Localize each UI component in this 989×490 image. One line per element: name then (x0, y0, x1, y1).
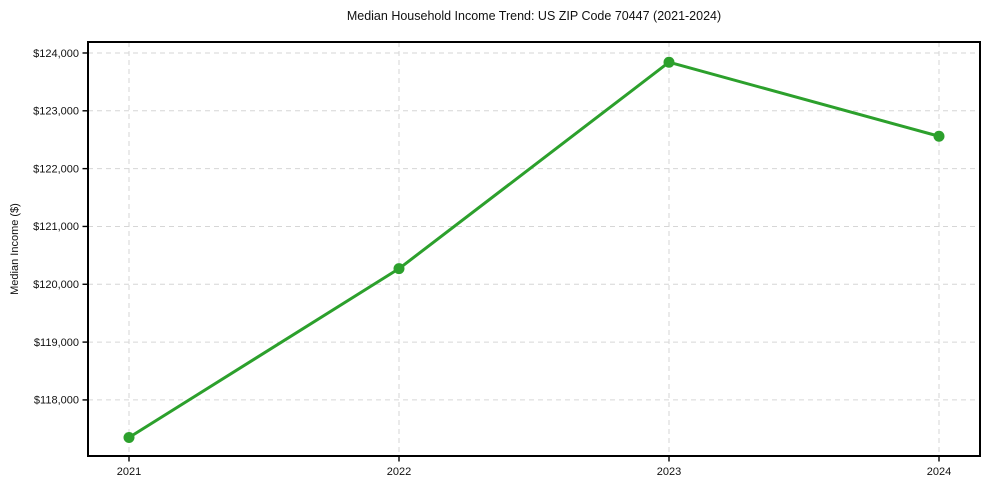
y-axis-tick-label: $118,000 (34, 395, 79, 407)
plot-border (87, 41, 981, 457)
x-axis-tick-label: 2022 (387, 466, 411, 478)
trend-line (127, 60, 941, 439)
y-axis-tick-label: $122,000 (33, 163, 79, 175)
data-point-marker (123, 431, 135, 443)
x-axis-tick-label: 2024 (927, 466, 951, 478)
x-axis-tick-label: 2021 (117, 466, 141, 478)
y-axis-tick-label: $120,000 (33, 279, 79, 291)
x-axis-tick-label: 2023 (657, 466, 681, 478)
y-axis-tick-label: $124,000 (33, 48, 79, 60)
data-point-marker (393, 263, 405, 275)
y-axis-tick-label: $121,000 (33, 221, 79, 233)
data-point-marker (663, 56, 675, 68)
chart-title: Median Household Income Trend: US ZIP Co… (346, 9, 722, 23)
y-axis-tick-label: $119,000 (34, 337, 79, 349)
data-point-marker (933, 130, 945, 142)
y-axis-tick-label: $123,000 (33, 106, 79, 118)
